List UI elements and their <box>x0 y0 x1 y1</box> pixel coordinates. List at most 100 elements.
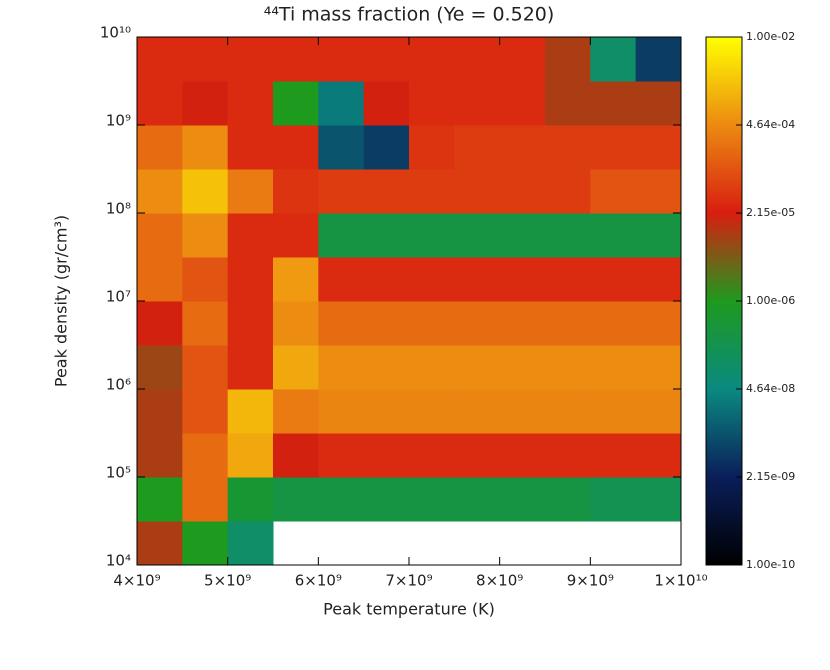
heatmap-cell <box>499 389 546 434</box>
heatmap-cell <box>273 477 319 522</box>
heatmap-cell <box>182 213 229 258</box>
heatmap-cell <box>635 345 682 390</box>
heatmap-cell <box>409 37 455 82</box>
heatmap-cell <box>137 37 183 82</box>
heatmap-cell <box>363 213 410 258</box>
heatmap-cell <box>182 37 229 82</box>
heatmap-cell <box>635 257 682 302</box>
heatmap-cell <box>409 345 455 390</box>
heatmap-cell <box>273 389 319 434</box>
colorbar-tick-label: 2.15e-05 <box>746 206 795 219</box>
heatmap-cell <box>635 169 682 214</box>
heatmap-cell <box>590 169 637 214</box>
heatmap-cell <box>545 301 591 346</box>
y-tick-label: 10⁴ <box>106 552 131 570</box>
heatmap-cell <box>137 389 183 434</box>
heatmap-cell <box>499 213 546 258</box>
heatmap-cell <box>635 432 682 478</box>
heatmap-cell <box>454 257 501 302</box>
heatmap-cell <box>545 257 591 302</box>
heatmap-cell <box>137 125 183 170</box>
heatmap-cell <box>409 125 455 170</box>
heatmap-cell <box>635 301 682 346</box>
heatmap-cell <box>454 37 501 82</box>
heatmap-cell <box>409 169 455 214</box>
x-tick-label: 8×10⁹ <box>476 572 523 590</box>
heatmap-cell <box>182 81 229 126</box>
heatmap-cell <box>318 125 365 170</box>
heatmap-cell <box>545 477 591 522</box>
y-tick-label: 10⁹ <box>106 112 131 130</box>
heatmap-cell <box>182 477 229 522</box>
x-tick-label: 9×10⁹ <box>567 572 614 590</box>
heatmap-cell <box>635 81 682 126</box>
heatmap-cell <box>363 389 410 434</box>
heatmap-cell <box>273 213 319 258</box>
x-tick-label: 4×10⁹ <box>113 572 160 590</box>
y-tick-label: 10⁷ <box>106 288 131 306</box>
heatmap-cell <box>273 345 319 390</box>
heatmap-cell <box>499 257 546 302</box>
heatmap-cell <box>499 432 546 478</box>
heatmap-cell <box>363 257 410 302</box>
heatmap-cell <box>409 477 455 522</box>
heatmap-cell <box>227 389 274 434</box>
heatmap-cell <box>227 81 274 126</box>
heatmap-cell <box>137 432 183 478</box>
heatmap-cell <box>318 37 365 82</box>
heatmap-cell <box>635 477 682 522</box>
heatmap-cell <box>363 125 410 170</box>
heatmap-cell <box>227 477 274 522</box>
heatmap-cell <box>635 389 682 434</box>
heatmap-cell <box>318 389 365 434</box>
heatmap-cell <box>227 125 274 170</box>
heatmap-cell <box>454 213 501 258</box>
heatmap-cell <box>227 432 274 478</box>
heatmap-cell <box>499 37 546 82</box>
heatmap-cell <box>454 301 501 346</box>
y-tick-label: 10⁸ <box>106 200 131 218</box>
heatmap-cell <box>318 213 365 258</box>
heatmap-cell <box>227 345 274 390</box>
colorbar-tick-label: 2.15e-09 <box>746 470 795 483</box>
heatmap-cell <box>318 81 365 126</box>
heatmap-cell <box>182 389 229 434</box>
chart-title: ⁴⁴Ti mass fraction (Ye = 0.520) <box>264 4 555 26</box>
heatmap-cell <box>318 345 365 390</box>
x-tick-label: 6×10⁹ <box>295 572 342 590</box>
colorbar-tick-label: 1.00e-10 <box>746 558 795 571</box>
heatmap-cell <box>227 213 274 258</box>
heatmap-cell <box>409 389 455 434</box>
heatmap-cell <box>545 432 591 478</box>
y-tick-label: 10⁶ <box>106 376 131 394</box>
heatmap-cell <box>227 257 274 302</box>
heatmap-cell <box>454 389 501 434</box>
heatmap-cell <box>137 345 183 390</box>
heatmap-cell <box>273 301 319 346</box>
heatmap-cell <box>227 520 274 566</box>
colorbar-tick-label: 1.00e-02 <box>746 30 795 43</box>
heatmap-cell <box>545 213 591 258</box>
heatmap-cell <box>227 37 274 82</box>
y-tick-label: 10¹⁰ <box>100 24 131 42</box>
heatmap-cell <box>499 345 546 390</box>
heatmap-cell <box>227 169 274 214</box>
heatmap-cell <box>363 345 410 390</box>
colorbar-tick-label: 4.64e-08 <box>746 382 795 395</box>
heatmap-cell <box>545 37 591 82</box>
heatmap-cell <box>182 169 229 214</box>
heatmap-cell <box>182 257 229 302</box>
heatmap-cell <box>454 81 501 126</box>
heatmap-cell <box>182 345 229 390</box>
heatmap-cell <box>273 81 319 126</box>
heatmap-cell <box>318 257 365 302</box>
y-axis-label: Peak density (gr/cm³) <box>52 215 71 387</box>
heatmap-cell <box>635 213 682 258</box>
heatmap-cell <box>590 81 637 126</box>
heatmap-cell <box>273 37 319 82</box>
heatmap-cell <box>137 169 183 214</box>
heatmap-cell <box>545 169 591 214</box>
heatmap-cell <box>635 37 682 82</box>
heatmap-cell <box>182 520 229 566</box>
